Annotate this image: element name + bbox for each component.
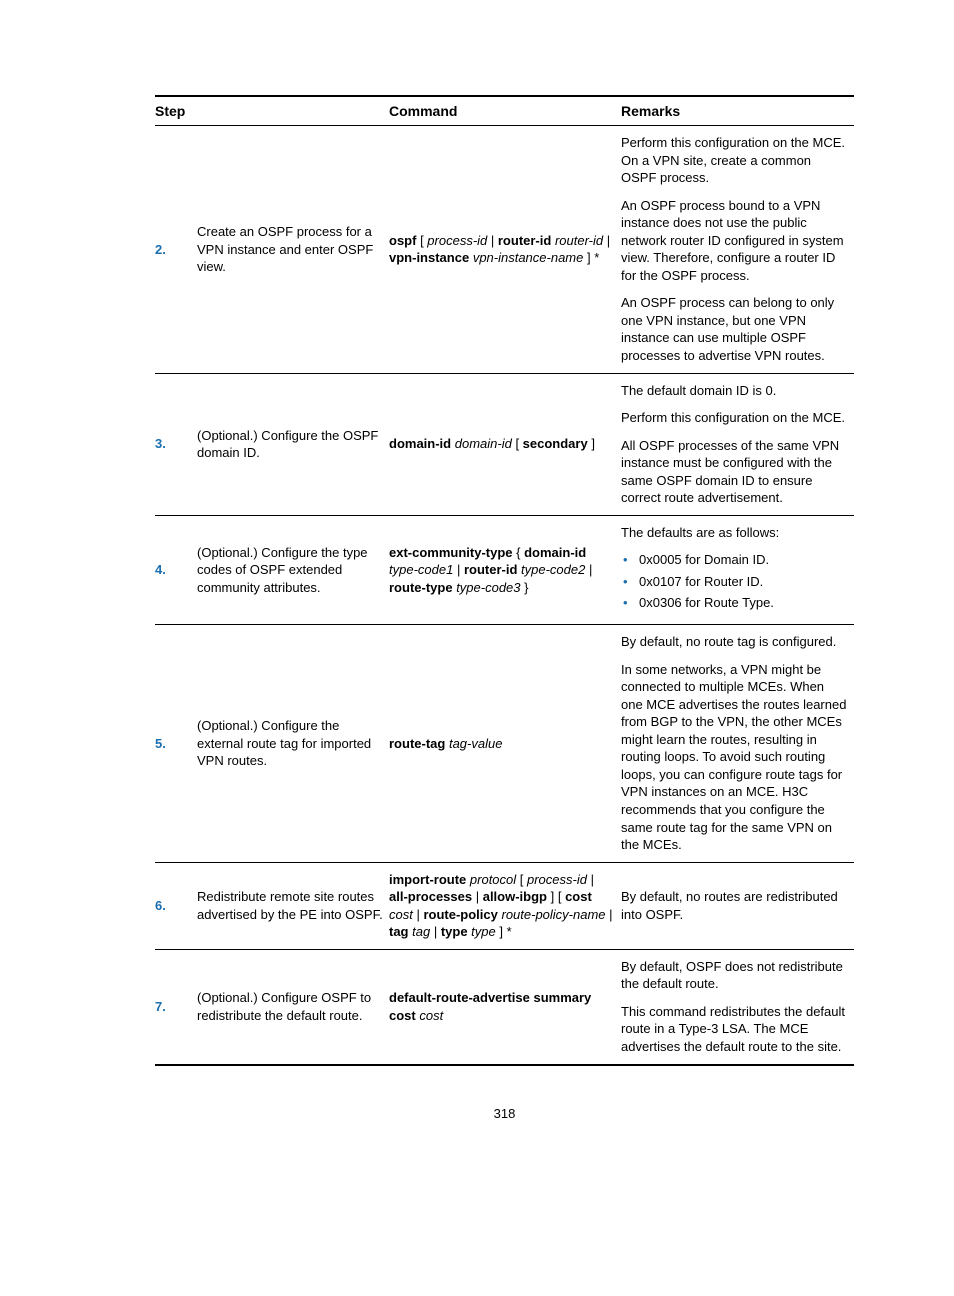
remark-paragraph: In some networks, a VPN might be connect…: [621, 661, 848, 854]
remark-paragraph: An OSPF process can belong to only one V…: [621, 294, 848, 364]
col-header-step: Step: [155, 96, 389, 126]
remark-paragraph: The defaults are as follows:: [621, 524, 848, 542]
table-header-row: Step Command Remarks: [155, 96, 854, 126]
step-command: ext-community-type { domain-id type-code…: [389, 515, 621, 624]
step-remarks: By default, no routes are redistributed …: [621, 862, 854, 949]
config-steps-table: Step Command Remarks 2.Create an OSPF pr…: [155, 95, 854, 1066]
col-header-remarks: Remarks: [621, 96, 854, 126]
remark-bullet-item: 0x0306 for Route Type.: [639, 594, 848, 612]
page-number: 318: [155, 1106, 854, 1121]
step-command: domain-id domain-id [ secondary ]: [389, 373, 621, 515]
step-description: (Optional.) Configure the OSPF domain ID…: [197, 373, 389, 515]
step-remarks: By default, no route tag is configured. I…: [621, 625, 854, 863]
remark-paragraph: Perform this configuration on the MCE.: [621, 409, 848, 427]
remark-paragraph: The default domain ID is 0.: [621, 382, 848, 400]
step-remarks: Perform this configuration on the MCE. O…: [621, 126, 854, 374]
col-header-command: Command: [389, 96, 621, 126]
step-description: Redistribute remote site routes advertis…: [197, 862, 389, 949]
remark-bullet-item: 0x0005 for Domain ID.: [639, 551, 848, 569]
step-description: (Optional.) Configure OSPF to redistribu…: [197, 949, 389, 1064]
remark-paragraph: All OSPF processes of the same VPN insta…: [621, 437, 848, 507]
table-row: 3.(Optional.) Configure the OSPF domain …: [155, 373, 854, 515]
step-description: Create an OSPF process for a VPN instanc…: [197, 126, 389, 374]
remark-paragraph: This command redistributes the default r…: [621, 1003, 848, 1056]
step-command: route-tag tag-value: [389, 625, 621, 863]
step-number: 4.: [155, 515, 197, 624]
remark-paragraph: By default, no route tag is configured.: [621, 633, 848, 651]
table-row: 2.Create an OSPF process for a VPN insta…: [155, 126, 854, 374]
step-number: 3.: [155, 373, 197, 515]
step-number: 5.: [155, 625, 197, 863]
step-remarks: The default domain ID is 0. Perform this …: [621, 373, 854, 515]
step-remarks: By default, OSPF does not redistribute t…: [621, 949, 854, 1064]
table-row: 6.Redistribute remote site routes advert…: [155, 862, 854, 949]
step-command: ospf [ process-id | router-id router-id …: [389, 126, 621, 374]
remark-bullet-list: 0x0005 for Domain ID. 0x0107 for Router I…: [621, 551, 848, 612]
step-number: 6.: [155, 862, 197, 949]
step-command: default-route-advertise summary cost cos…: [389, 949, 621, 1064]
table-body: 2.Create an OSPF process for a VPN insta…: [155, 126, 854, 1065]
remark-paragraph: An OSPF process bound to a VPN instance …: [621, 197, 848, 285]
document-page: Step Command Remarks 2.Create an OSPF pr…: [0, 0, 954, 1161]
remark-paragraph: Perform this configuration on the MCE. O…: [621, 134, 848, 187]
remark-paragraph: By default, no routes are redistributed …: [621, 888, 848, 923]
step-remarks: The defaults are as follows: 0x0005 for D…: [621, 515, 854, 624]
table-row: 5.(Optional.) Configure the external rou…: [155, 625, 854, 863]
step-description: (Optional.) Configure the type codes of …: [197, 515, 389, 624]
table-row: 7.(Optional.) Configure OSPF to redistri…: [155, 949, 854, 1064]
step-number: 7.: [155, 949, 197, 1064]
step-number: 2.: [155, 126, 197, 374]
step-description: (Optional.) Configure the external route…: [197, 625, 389, 863]
table-row: 4.(Optional.) Configure the type codes o…: [155, 515, 854, 624]
remark-bullet-item: 0x0107 for Router ID.: [639, 573, 848, 591]
remark-paragraph: By default, OSPF does not redistribute t…: [621, 958, 848, 993]
step-command: import-route protocol [ process-id | all…: [389, 862, 621, 949]
